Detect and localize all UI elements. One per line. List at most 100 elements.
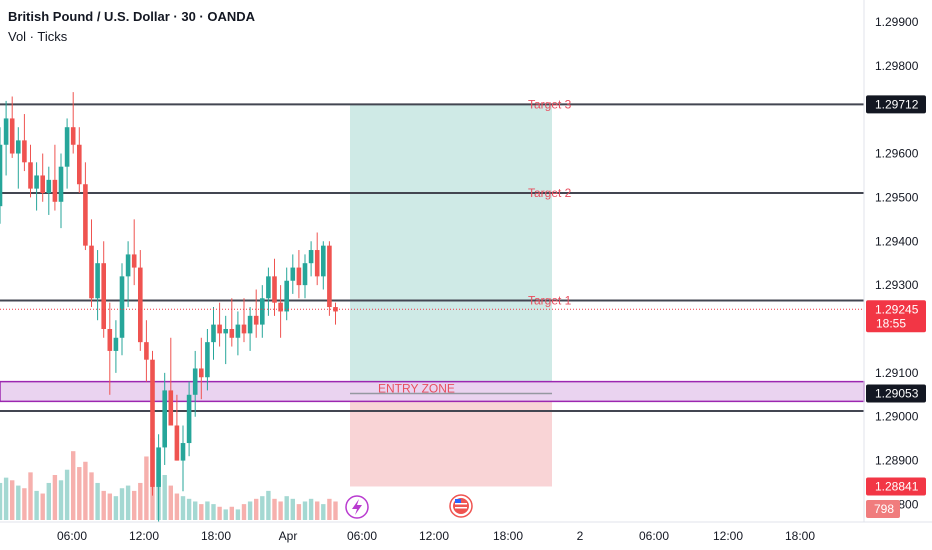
volume-bar [95,482,100,520]
candle-body [266,276,271,299]
time-tick-label: 12:00 [713,529,743,543]
volume-bar [278,501,283,520]
volume-bar [162,475,167,520]
flag-stripe-icon [455,507,467,509]
price-tick-label: 1.29800 [875,59,919,73]
volume-bar [168,485,173,520]
candle-body [253,315,259,325]
price-tag: 1.29053 [866,384,926,403]
level-label: Target 3 [528,97,572,111]
volume-bar [34,490,39,520]
price-tick-label: 1.29400 [875,234,919,248]
volume-bar [77,467,82,520]
price-tick-label: 1.29100 [875,366,919,380]
candle-body [52,179,58,202]
candle-body [174,425,180,461]
entry-zone[interactable]: ENTRY ZONE [0,380,865,403]
candle-body [302,263,308,286]
candle-body [9,118,15,154]
candlesticks [0,92,338,522]
volume-bar [138,482,143,520]
volume-bars [0,437,338,520]
volume-bar [125,485,131,520]
candle-body [0,144,3,207]
volume-bar [315,501,320,520]
candle-body [131,254,137,268]
volume-bar [119,488,125,520]
volume-bar [327,498,332,520]
volume-indicator-label: Vol · Ticks [8,29,68,44]
event-icons[interactable] [345,494,473,519]
candle-body [235,324,241,338]
price-tick-label: 1.29300 [875,278,919,292]
candle-body [199,368,204,378]
profit-zone[interactable] [350,104,552,394]
volume-bar [235,509,241,520]
volume-bar [10,480,15,520]
candle-body [58,166,64,202]
level-lines[interactable]: Target 3 Target 2 Target 1 [0,97,864,413]
candle-body [314,250,320,277]
candle-body [119,276,125,338]
volume-bar [223,509,228,520]
volume-bar [58,480,64,520]
price-tick-label: 1.29900 [875,15,919,29]
volume-bar [217,506,222,520]
candle-body [272,276,277,303]
volume-bar [174,493,180,520]
time-tick-label: 12:00 [129,529,159,543]
price-scale[interactable]: 1.29900 1.29800 1.29600 1.29500 1.29400 1.293… [875,15,919,512]
volume-bar [101,490,106,520]
candle-body [77,144,82,185]
candle-body [321,245,326,277]
price-tick-label: 1.29500 [875,190,919,204]
candle-body [192,368,198,395]
volume-bar [333,501,338,520]
volume-bar [199,504,204,520]
volume-bar [71,451,76,520]
candle-body [333,307,338,312]
volume-bar [321,504,326,520]
candle-body [3,118,9,145]
price-tag: 1.29712 [866,95,926,114]
candle-body [247,315,253,334]
level-label: Target 2 [528,186,572,200]
volume-tag: 798 [866,500,900,518]
volume-bar [229,506,234,520]
candle-body [186,394,192,444]
volume-bar [22,488,27,520]
candle-body [70,127,76,145]
volume-bar [3,477,9,520]
volume-bar [113,496,119,520]
candle-body [180,443,186,461]
candle-body [327,245,332,308]
price-tag-value: 1.28841 [875,479,919,493]
loss-zone[interactable] [350,393,552,487]
volume-bar [144,456,149,520]
price-tag-box [866,477,926,496]
time-tick-label: 06:00 [57,529,87,543]
volume-bar [0,482,3,520]
candle-body [168,390,174,426]
time-tick-label: 06:00 [347,529,377,543]
candle-body [211,324,216,343]
price-tag-value: 1.29053 [875,386,919,400]
position-tool[interactable] [350,104,552,487]
candle-body [260,298,265,325]
volume-bar [46,482,51,520]
time-scale[interactable]: 06:00 12:00 18:00 Apr 06:00 12:00 18:00 2 06:00 1… [57,529,815,543]
candle-body [284,280,289,312]
candle-body [144,342,149,360]
volume-bar [193,501,198,520]
volume-bar [260,496,265,520]
lightning-bolt-icon [352,499,362,515]
time-tick-label: 18:00 [201,529,231,543]
price-tag-box [866,384,926,403]
price-tick-label: 1.29600 [875,147,919,161]
candle-body [46,179,52,194]
candle-body [125,254,131,277]
volume-bar [52,475,58,520]
